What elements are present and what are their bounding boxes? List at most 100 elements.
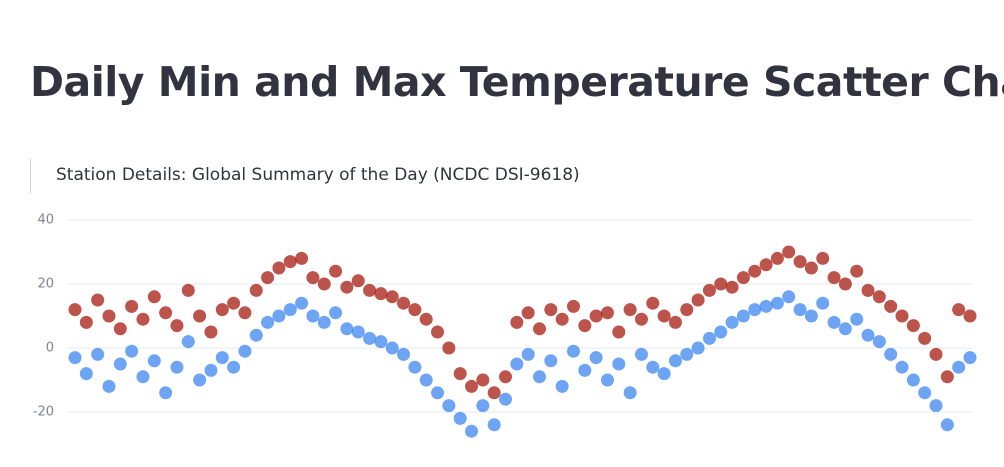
data-point	[147, 290, 161, 304]
data-point	[782, 290, 796, 304]
data-point	[872, 335, 886, 349]
data-point	[419, 312, 433, 326]
y-tick-label: -20	[33, 405, 54, 420]
data-point	[861, 283, 875, 297]
data-point	[102, 309, 116, 323]
data-point	[306, 271, 320, 285]
data-point	[770, 296, 784, 310]
data-point	[895, 360, 909, 374]
data-point	[816, 251, 830, 265]
data-point	[374, 287, 388, 301]
data-point	[431, 386, 445, 400]
data-point	[578, 319, 592, 333]
data-point	[102, 379, 116, 393]
data-point	[906, 373, 920, 387]
data-point	[861, 328, 875, 342]
data-point	[680, 347, 694, 361]
data-point	[600, 306, 614, 320]
data-point	[79, 315, 93, 329]
data-point	[363, 331, 377, 345]
chart-subtitle: Station Details: Global Summary of the D…	[56, 165, 580, 185]
data-point	[431, 325, 445, 339]
data-point	[804, 309, 818, 323]
data-point	[793, 255, 807, 269]
data-point	[374, 335, 388, 349]
data-point	[317, 277, 331, 291]
data-point	[295, 251, 309, 265]
data-point	[680, 303, 694, 317]
data-point	[181, 335, 195, 349]
data-point	[453, 411, 467, 425]
data-point	[453, 367, 467, 381]
data-point	[487, 386, 501, 400]
data-point	[589, 309, 603, 323]
data-point	[272, 309, 286, 323]
data-point	[261, 271, 275, 285]
y-tick-label: 0	[46, 341, 54, 356]
data-point	[329, 264, 343, 278]
data-point	[385, 290, 399, 304]
data-point	[940, 418, 954, 432]
data-point	[351, 274, 365, 288]
data-point	[782, 245, 796, 259]
data-point	[623, 386, 637, 400]
data-point	[952, 360, 966, 374]
data-point	[170, 319, 184, 333]
data-point	[838, 277, 852, 291]
y-tick-label: 40	[37, 213, 54, 228]
data-point	[249, 328, 263, 342]
data-point	[804, 261, 818, 275]
data-point	[363, 283, 377, 297]
data-point	[657, 309, 671, 323]
data-point	[725, 280, 739, 294]
data-point	[850, 264, 864, 278]
data-point	[442, 399, 456, 413]
data-point	[714, 277, 728, 291]
data-point	[544, 303, 558, 317]
data-point	[668, 315, 682, 329]
data-point	[906, 319, 920, 333]
data-point	[306, 309, 320, 323]
data-point	[159, 306, 173, 320]
data-point	[634, 347, 648, 361]
data-point	[476, 399, 490, 413]
data-point	[555, 379, 569, 393]
data-point	[623, 303, 637, 317]
data-point	[261, 315, 275, 329]
data-point	[204, 363, 218, 377]
data-point	[702, 331, 716, 345]
data-point	[408, 360, 422, 374]
data-point	[555, 312, 569, 326]
data-point	[963, 309, 977, 323]
data-point	[79, 367, 93, 381]
data-point	[884, 347, 898, 361]
data-point	[272, 261, 286, 275]
caption-border	[30, 158, 31, 194]
data-point	[283, 303, 297, 317]
data-point	[657, 367, 671, 381]
data-point	[340, 280, 354, 294]
data-point	[283, 255, 297, 269]
data-point	[91, 293, 105, 307]
data-point	[397, 296, 411, 310]
data-point	[499, 370, 513, 384]
data-point	[850, 312, 864, 326]
data-point	[147, 354, 161, 368]
data-point	[646, 360, 660, 374]
data-point	[125, 299, 139, 313]
data-point	[465, 424, 479, 438]
page-title: Daily Min and Max Temperature Scatter Ch…	[30, 58, 1004, 106]
data-point	[748, 303, 762, 317]
data-point	[521, 347, 535, 361]
data-point	[748, 264, 762, 278]
data-point	[793, 303, 807, 317]
data-point	[215, 303, 229, 317]
data-point	[136, 312, 150, 326]
data-point	[329, 306, 343, 320]
data-point	[736, 271, 750, 285]
data-point	[736, 309, 750, 323]
data-point	[238, 344, 252, 358]
data-point	[691, 293, 705, 307]
data-point	[532, 322, 546, 336]
data-point	[918, 331, 932, 345]
